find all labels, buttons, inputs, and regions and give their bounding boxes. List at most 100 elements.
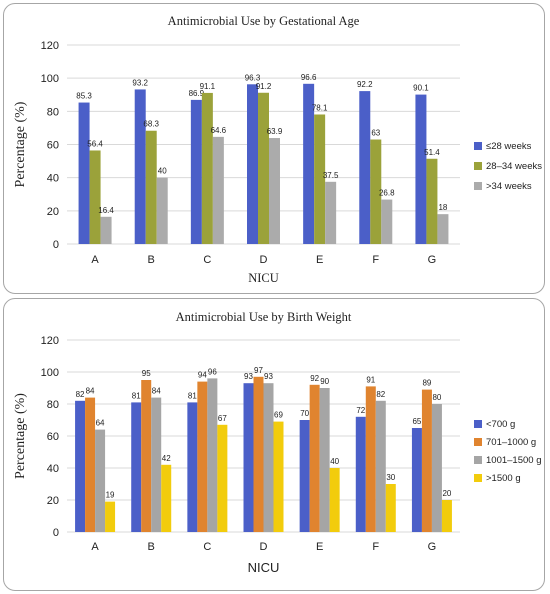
data-label: 64.6	[211, 126, 227, 135]
bar	[258, 92, 269, 244]
bar	[247, 84, 258, 245]
data-label: 64	[96, 419, 105, 428]
y-tick-label: 80	[47, 399, 59, 411]
bar	[415, 94, 427, 244]
bar	[421, 389, 432, 532]
y-tick-label: 20	[47, 495, 59, 507]
x-tick-label: A	[91, 541, 99, 553]
legend-label: 28–34 weeks	[486, 161, 542, 172]
data-label: 16.4	[98, 206, 114, 215]
y-tick-label: 40	[47, 463, 59, 475]
bar	[370, 139, 382, 244]
bar	[375, 400, 386, 532]
y-tick-label: 20	[47, 206, 59, 218]
data-label: 93	[244, 372, 253, 381]
legend-label: 701–1000 g	[486, 437, 536, 448]
x-tick-label: D	[260, 541, 268, 553]
birth-weight-chart-panel: 0 20 40 60 80 100 120 Antimicrobial Use by Birt…	[3, 298, 545, 591]
x-tick-label: E	[316, 254, 323, 266]
x-tick-label: F	[372, 541, 379, 553]
y-tick-label: 80	[47, 106, 59, 118]
bar	[212, 136, 224, 244]
bar	[207, 378, 218, 532]
legend-swatch	[474, 420, 482, 428]
legend-swatch	[474, 142, 482, 150]
data-label: 51.4	[424, 148, 440, 157]
bar	[161, 464, 172, 532]
data-label: 90.1	[413, 84, 429, 93]
data-label: 89	[422, 379, 431, 388]
bar	[78, 102, 90, 245]
y-tick-label: 40	[47, 173, 59, 185]
data-label: 30	[386, 473, 395, 482]
legend-swatch	[474, 474, 482, 482]
bar	[359, 91, 371, 244]
bar	[89, 150, 101, 244]
bar	[85, 397, 96, 532]
data-label: 19	[106, 491, 115, 500]
y-tick-label: 0	[53, 239, 59, 251]
bar	[411, 428, 422, 532]
x-tick-label: C	[203, 254, 211, 266]
x-tick-label: B	[148, 541, 155, 553]
bar	[197, 381, 208, 532]
y-axis-label: Percentage (%)	[13, 101, 28, 187]
data-label: 96.3	[245, 73, 261, 82]
data-label: 78.1	[312, 103, 328, 112]
y-tick-label: 60	[47, 140, 59, 152]
legend-label: >1500 g	[486, 473, 521, 484]
bar	[365, 386, 376, 532]
legend-swatch	[474, 456, 482, 464]
data-label: 93	[264, 372, 273, 381]
bar	[426, 158, 438, 244]
x-tick-label: F	[372, 254, 379, 266]
bar	[431, 404, 442, 532]
data-label: 82	[376, 390, 385, 399]
bar	[325, 181, 337, 244]
data-label: 91.1	[200, 82, 216, 91]
data-label: 40	[330, 457, 339, 466]
chart-title: Antimicrobial Use by Gestational Age	[168, 14, 360, 28]
data-label: 70	[300, 409, 309, 418]
bar	[145, 130, 157, 244]
data-label: 91	[366, 375, 375, 384]
bar	[273, 421, 284, 532]
x-tick-label: A	[91, 254, 99, 266]
data-label: 67	[218, 414, 227, 423]
bar	[263, 383, 274, 532]
y-tick-label: 100	[41, 367, 59, 379]
data-label: 81	[188, 391, 197, 400]
bar	[156, 177, 168, 244]
bar	[131, 402, 142, 532]
data-label: 68.3	[143, 120, 159, 129]
data-label: 85.3	[76, 92, 92, 101]
legend-label: <700 g	[486, 419, 515, 430]
data-label: 95	[142, 369, 151, 378]
bar	[319, 388, 330, 532]
legend-swatch	[474, 182, 482, 190]
data-label: 63	[371, 129, 380, 138]
bar	[151, 397, 162, 532]
bar	[243, 383, 254, 532]
data-label: 26.8	[379, 189, 395, 198]
legend-label: 1001–1500 g	[486, 455, 541, 466]
bar	[253, 376, 264, 532]
data-label: 90	[320, 377, 329, 386]
bar	[187, 402, 198, 532]
data-label: 65	[412, 417, 421, 426]
gestational-age-chart: 0 20 40 60 80 100 120 Antimicrobial Use by Gest…	[13, 14, 542, 285]
data-label: 84	[152, 387, 161, 396]
y-tick-label: 100	[41, 73, 59, 85]
data-label: 94	[198, 371, 207, 380]
y-tick-label: 120	[41, 40, 59, 52]
data-label: 37.5	[323, 171, 339, 180]
legend-label: ≤28 weeks	[486, 141, 532, 152]
data-label: 42	[162, 454, 171, 463]
x-axis-label: NICU	[248, 560, 280, 575]
data-label: 84	[86, 387, 95, 396]
data-label: 92.2	[357, 80, 373, 89]
bar	[437, 214, 449, 244]
data-label: 18	[438, 203, 447, 212]
bar	[314, 114, 326, 245]
y-tick-label: 120	[41, 335, 59, 347]
